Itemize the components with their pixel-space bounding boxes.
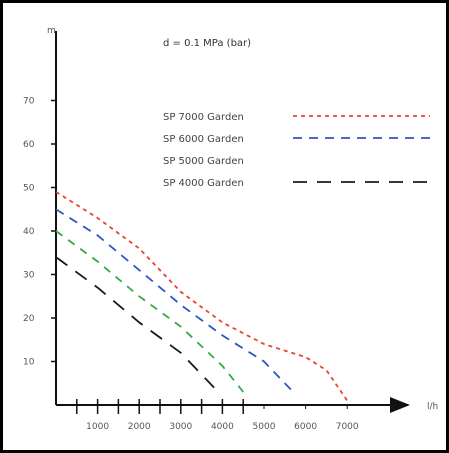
x-tick-label: 6000 [294, 422, 317, 432]
series-line-3 [55, 230, 244, 393]
y-tick-label: 10 [23, 358, 35, 368]
pump-curve-chart: d = 0.1 MPa (bar) m l/h 10 20 30 40 50 60 70 1000… [23, 26, 438, 432]
y-tick-label: 50 [23, 184, 35, 194]
x-tick-label: 7000 [336, 422, 359, 432]
x-tick-label: 4000 [211, 422, 234, 432]
legend-label: SP 4000 Garden [163, 178, 244, 189]
x-tick-label: 3000 [169, 422, 192, 432]
y-tick-label: 30 [23, 271, 35, 281]
series-layer [55, 191, 348, 402]
x-tick-label: 5000 [253, 422, 276, 432]
y-tick-label: 40 [23, 227, 35, 237]
x-tick-label: 2000 [128, 422, 151, 432]
series-line-1 [55, 191, 348, 402]
legend: SP 7000 Garden SP 6000 Garden SP 5000 Gard… [163, 112, 430, 189]
axes: m l/h 10 20 30 40 50 60 70 1000 2000 3000 4000 5000 60… [23, 26, 438, 432]
x-axis-label: l/h [427, 402, 438, 412]
y-tick-label: 70 [23, 97, 35, 107]
legend-label: SP 7000 Garden [163, 112, 244, 123]
y-axis-label: m [47, 26, 56, 36]
series-line-2 [55, 208, 294, 393]
x-tick-label: 1000 [86, 422, 109, 432]
y-tick-label: 60 [23, 140, 35, 150]
pressure-annotation: d = 0.1 MPa (bar) [163, 38, 251, 49]
y-tick-label: 20 [23, 314, 35, 324]
legend-label: SP 5000 Garden [163, 156, 244, 167]
series-line-4 [55, 256, 215, 389]
legend-label: SP 6000 Garden [163, 134, 244, 145]
